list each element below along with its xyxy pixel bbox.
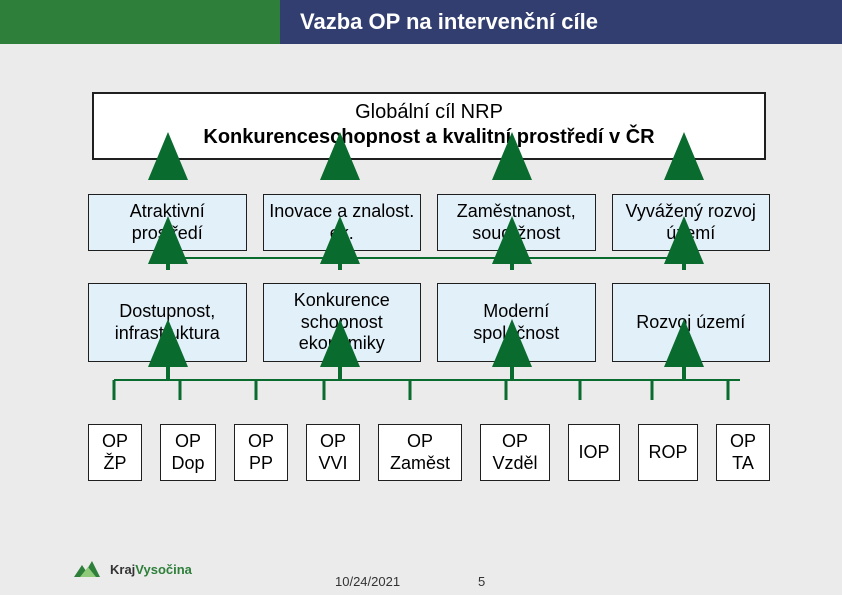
logo-text: KrajVysočina <box>110 562 192 577</box>
logo-icon <box>72 557 106 581</box>
op-vvi: OP VVI <box>306 424 360 481</box>
goal-innovation: Inovace a znalost. ek. <box>263 194 422 251</box>
op-iop: IOP <box>568 424 620 481</box>
goal-line2: Konkurenceschopnost a kvalitní prostředí… <box>102 125 756 150</box>
op-rop: ROP <box>638 424 698 481</box>
diagram-content: Globální cíl NRP Konkurenceschopnost a k… <box>0 44 842 481</box>
intervention-goals-row: Atraktivní prostředí Inovace a znalost. … <box>88 194 770 251</box>
priority-row: Dostupnost, infrastruktura Konkurence sc… <box>88 283 770 362</box>
goal-line1: Globální cíl NRP <box>102 100 756 125</box>
footer-date: 10/24/2021 <box>335 574 400 589</box>
op-zp: OP ŽP <box>88 424 142 481</box>
logo-text-green: Vysočina <box>135 562 192 577</box>
op-pp: OP PP <box>234 424 288 481</box>
op-zamest: OP Zaměst <box>378 424 462 481</box>
op-dop: OP Dop <box>160 424 216 481</box>
header-green-block <box>0 0 280 44</box>
priority-modern-society: Moderní společnost <box>437 283 596 362</box>
logo: KrajVysočina <box>72 557 192 581</box>
logo-text-gray: Kraj <box>110 562 135 577</box>
priority-competitiveness: Konkurence schopnost ekonomiky <box>263 283 422 362</box>
goal-balanced-dev: Vyvážený rozvoj území <box>612 194 771 251</box>
op-vzdel: OP Vzděl <box>480 424 550 481</box>
op-ta: OP TA <box>716 424 770 481</box>
priority-infrastructure: Dostupnost, infrastruktura <box>88 283 247 362</box>
goal-attractive-env: Atraktivní prostředí <box>88 194 247 251</box>
operational-programs-row: OP ŽP OP Dop OP PP OP VVI OP Zaměst OP V… <box>88 424 770 481</box>
global-goal-box: Globální cíl NRP Konkurenceschopnost a k… <box>92 92 766 160</box>
header: Vazba OP na intervenční cíle <box>0 0 842 44</box>
footer-page-number: 5 <box>478 574 485 589</box>
goal-employment: Zaměstnanost, soudržnost <box>437 194 596 251</box>
priority-territory-dev: Rozvoj území <box>612 283 771 362</box>
header-title: Vazba OP na intervenční cíle <box>280 0 842 44</box>
